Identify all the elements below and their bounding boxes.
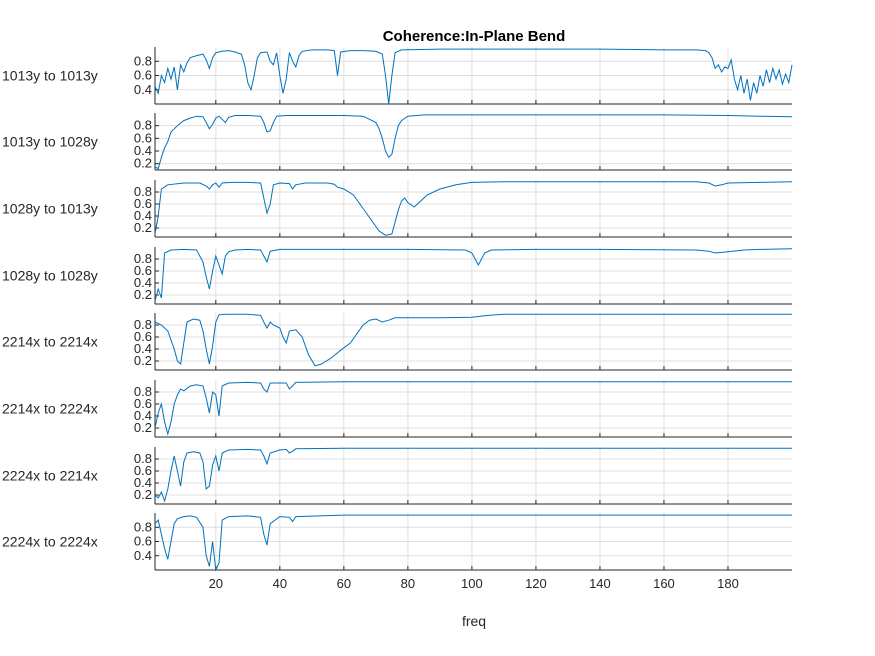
panel-ylabel: 2214x to 2214x bbox=[2, 334, 98, 350]
y-tick-label: 0.4 bbox=[134, 208, 152, 223]
coherence-series-line bbox=[154, 381, 792, 436]
x-tick-label: 160 bbox=[653, 576, 675, 591]
x-tick-labels: 20 40 60 80 100 120 140 160 180 bbox=[209, 576, 739, 591]
panel-ylabel: 1013y to 1013y bbox=[2, 68, 98, 84]
y-tick-label: 0.6 bbox=[134, 396, 152, 411]
x-tick-label: 60 bbox=[337, 576, 351, 591]
y-tick-label: 0.8 bbox=[134, 451, 152, 466]
plot-area bbox=[155, 113, 792, 170]
y-tick-label: 0.4 bbox=[134, 82, 152, 97]
x-tick-label: 20 bbox=[209, 576, 223, 591]
x-axis-label: freq bbox=[462, 613, 486, 629]
coherence-series-line bbox=[154, 181, 793, 236]
coherence-series-line bbox=[154, 447, 792, 503]
y-tick-label: 0.8 bbox=[134, 519, 152, 534]
coherence-series-line bbox=[154, 48, 793, 105]
y-tick-label: 0.2 bbox=[134, 420, 152, 435]
panel-ylabel: 2214x to 2224x bbox=[2, 401, 98, 417]
y-tick-label: 0.8 bbox=[134, 251, 152, 266]
x-tick-label: 140 bbox=[589, 576, 611, 591]
subplot-1: 0.40.60.8 1013y to 1013y bbox=[2, 47, 793, 105]
y-tick-label: 0.8 bbox=[134, 53, 152, 68]
x-tick-label: 80 bbox=[401, 576, 415, 591]
y-tick-label: 0.4 bbox=[134, 475, 152, 490]
y-tick-label: 0.2 bbox=[134, 220, 152, 235]
x-tick-label: 40 bbox=[273, 576, 287, 591]
y-tick-label: 0.8 bbox=[134, 384, 152, 399]
y-tick-label: 0.4 bbox=[134, 143, 152, 158]
y-tick-label: 0.6 bbox=[134, 463, 152, 478]
y-tick-label: 0.4 bbox=[134, 408, 152, 423]
y-tick-label: 0.6 bbox=[134, 263, 152, 278]
y-tick-label: 0.8 bbox=[134, 118, 152, 133]
subplot-4: 0.20.40.60.8 1028y to 1028y bbox=[2, 247, 793, 305]
y-tick-label: 0.2 bbox=[134, 487, 152, 502]
y-tick-label: 0.8 bbox=[134, 184, 152, 199]
subplot-3: 0.20.40.60.8 1028y to 1013y bbox=[2, 180, 793, 238]
subplot-5: 0.20.40.60.8 2214x to 2214x bbox=[2, 313, 792, 371]
x-tick-label: 180 bbox=[717, 576, 739, 591]
y-tick-label: 0.6 bbox=[134, 329, 152, 344]
panel-ylabel: 2224x to 2214x bbox=[2, 468, 98, 484]
panel-ylabel: 1028y to 1013y bbox=[2, 201, 98, 217]
coherence-series-line bbox=[154, 313, 792, 367]
y-tick-label: 0.4 bbox=[134, 548, 152, 563]
x-tick-label: 100 bbox=[461, 576, 483, 591]
coherence-series-line bbox=[154, 514, 792, 572]
coherence-series-line bbox=[154, 114, 793, 170]
y-tick-label: 0.8 bbox=[134, 317, 152, 332]
y-tick-label: 0.6 bbox=[134, 196, 152, 211]
y-tick-label: 0.2 bbox=[134, 287, 152, 302]
panel-ylabel: 1013y to 1028y bbox=[2, 134, 98, 150]
panel-ylabel: 1028y to 1028y bbox=[2, 268, 98, 284]
subplot-2: 0.20.40.60.8 1013y to 1028y bbox=[2, 113, 793, 171]
coherence-series-line bbox=[154, 248, 793, 302]
y-tick-label: 0.6 bbox=[134, 68, 152, 83]
panel-ylabel: 2224x to 2224x bbox=[2, 534, 98, 550]
y-tick-label: 0.2 bbox=[134, 156, 152, 171]
y-tick-label: 0.6 bbox=[134, 130, 152, 145]
y-tick-label: 0.4 bbox=[134, 275, 152, 290]
y-tick-label: 0.6 bbox=[134, 534, 152, 549]
x-tick-label: 120 bbox=[525, 576, 547, 591]
chart-title: Coherence:In-Plane Bend bbox=[383, 28, 566, 45]
subplot-6: 0.20.40.60.8 2214x to 2224x bbox=[2, 380, 792, 438]
y-tick-label: 0.2 bbox=[134, 353, 152, 368]
subplot-7: 0.20.40.60.8 2224x to 2214x bbox=[2, 447, 792, 505]
y-tick-label: 0.4 bbox=[134, 341, 152, 356]
subplot-8: 0.40.60.8 2224x to 2224x bbox=[2, 513, 792, 572]
